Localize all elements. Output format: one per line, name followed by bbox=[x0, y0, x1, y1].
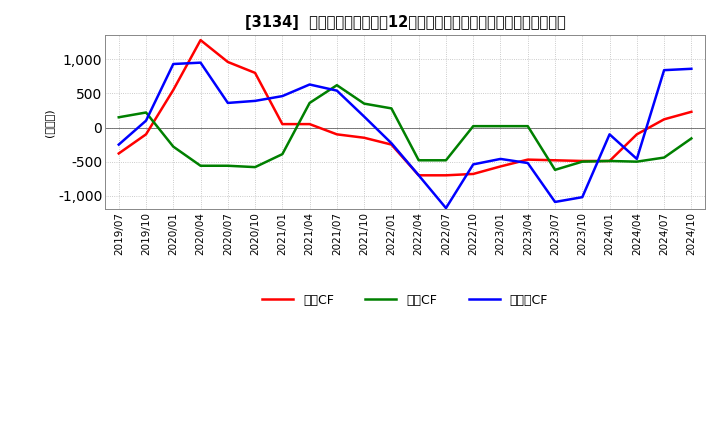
営業CF bbox=[415, 172, 423, 178]
フリーCF bbox=[687, 66, 696, 71]
営業CF bbox=[551, 158, 559, 163]
Line: 営業CF: 営業CF bbox=[119, 40, 691, 175]
フリーCF bbox=[360, 114, 369, 119]
投資CF bbox=[251, 165, 259, 170]
営業CF bbox=[660, 117, 668, 122]
営業CF bbox=[278, 121, 287, 127]
フリーCF bbox=[223, 100, 232, 106]
営業CF bbox=[632, 132, 641, 137]
Line: 投資CF: 投資CF bbox=[119, 85, 691, 170]
投資CF bbox=[632, 159, 641, 164]
営業CF bbox=[360, 135, 369, 140]
投資CF bbox=[278, 151, 287, 157]
投資CF bbox=[660, 155, 668, 160]
投資CF bbox=[578, 159, 587, 164]
投資CF bbox=[441, 158, 450, 163]
投資CF bbox=[305, 100, 314, 106]
営業CF bbox=[578, 158, 587, 164]
営業CF bbox=[441, 172, 450, 178]
フリーCF bbox=[578, 194, 587, 200]
投資CF bbox=[333, 83, 341, 88]
営業CF bbox=[223, 59, 232, 65]
投資CF bbox=[142, 110, 150, 115]
Line: フリーCF: フリーCF bbox=[119, 62, 691, 208]
投資CF bbox=[169, 144, 178, 149]
営業CF bbox=[496, 164, 505, 169]
フリーCF bbox=[305, 82, 314, 87]
Legend: 営業CF, 投資CF, フリーCF: 営業CF, 投資CF, フリーCF bbox=[257, 289, 553, 312]
投資CF bbox=[687, 136, 696, 141]
営業CF bbox=[114, 151, 123, 156]
投資CF bbox=[496, 124, 505, 129]
営業CF bbox=[523, 157, 532, 162]
フリーCF bbox=[441, 205, 450, 211]
投資CF bbox=[387, 106, 396, 111]
フリーCF bbox=[169, 61, 178, 66]
投資CF bbox=[551, 167, 559, 172]
投資CF bbox=[523, 124, 532, 129]
フリーCF bbox=[551, 199, 559, 205]
投資CF bbox=[360, 101, 369, 106]
フリーCF bbox=[523, 161, 532, 166]
営業CF bbox=[387, 142, 396, 147]
フリーCF bbox=[660, 67, 668, 73]
フリーCF bbox=[496, 156, 505, 161]
営業CF bbox=[251, 70, 259, 76]
フリーCF bbox=[632, 156, 641, 161]
投資CF bbox=[223, 163, 232, 169]
営業CF bbox=[687, 109, 696, 114]
投資CF bbox=[606, 158, 614, 164]
営業CF bbox=[469, 171, 477, 176]
フリーCF bbox=[387, 140, 396, 146]
投資CF bbox=[114, 115, 123, 120]
投資CF bbox=[415, 158, 423, 163]
フリーCF bbox=[469, 162, 477, 167]
Title: [3134]  キャッシュフローの12か月移動合計の対前年同期増減額の推移: [3134] キャッシュフローの12か月移動合計の対前年同期増減額の推移 bbox=[245, 15, 565, 30]
営業CF bbox=[142, 132, 150, 137]
フリーCF bbox=[606, 132, 614, 137]
Y-axis label: (百万円): (百万円) bbox=[44, 108, 54, 137]
営業CF bbox=[606, 158, 614, 164]
営業CF bbox=[305, 121, 314, 127]
フリーCF bbox=[415, 172, 423, 178]
営業CF bbox=[197, 37, 205, 43]
フリーCF bbox=[251, 98, 259, 103]
投資CF bbox=[469, 124, 477, 129]
フリーCF bbox=[114, 142, 123, 147]
フリーCF bbox=[142, 118, 150, 123]
フリーCF bbox=[278, 93, 287, 99]
フリーCF bbox=[333, 88, 341, 93]
フリーCF bbox=[197, 60, 205, 65]
投資CF bbox=[197, 163, 205, 169]
営業CF bbox=[169, 87, 178, 92]
営業CF bbox=[333, 132, 341, 137]
